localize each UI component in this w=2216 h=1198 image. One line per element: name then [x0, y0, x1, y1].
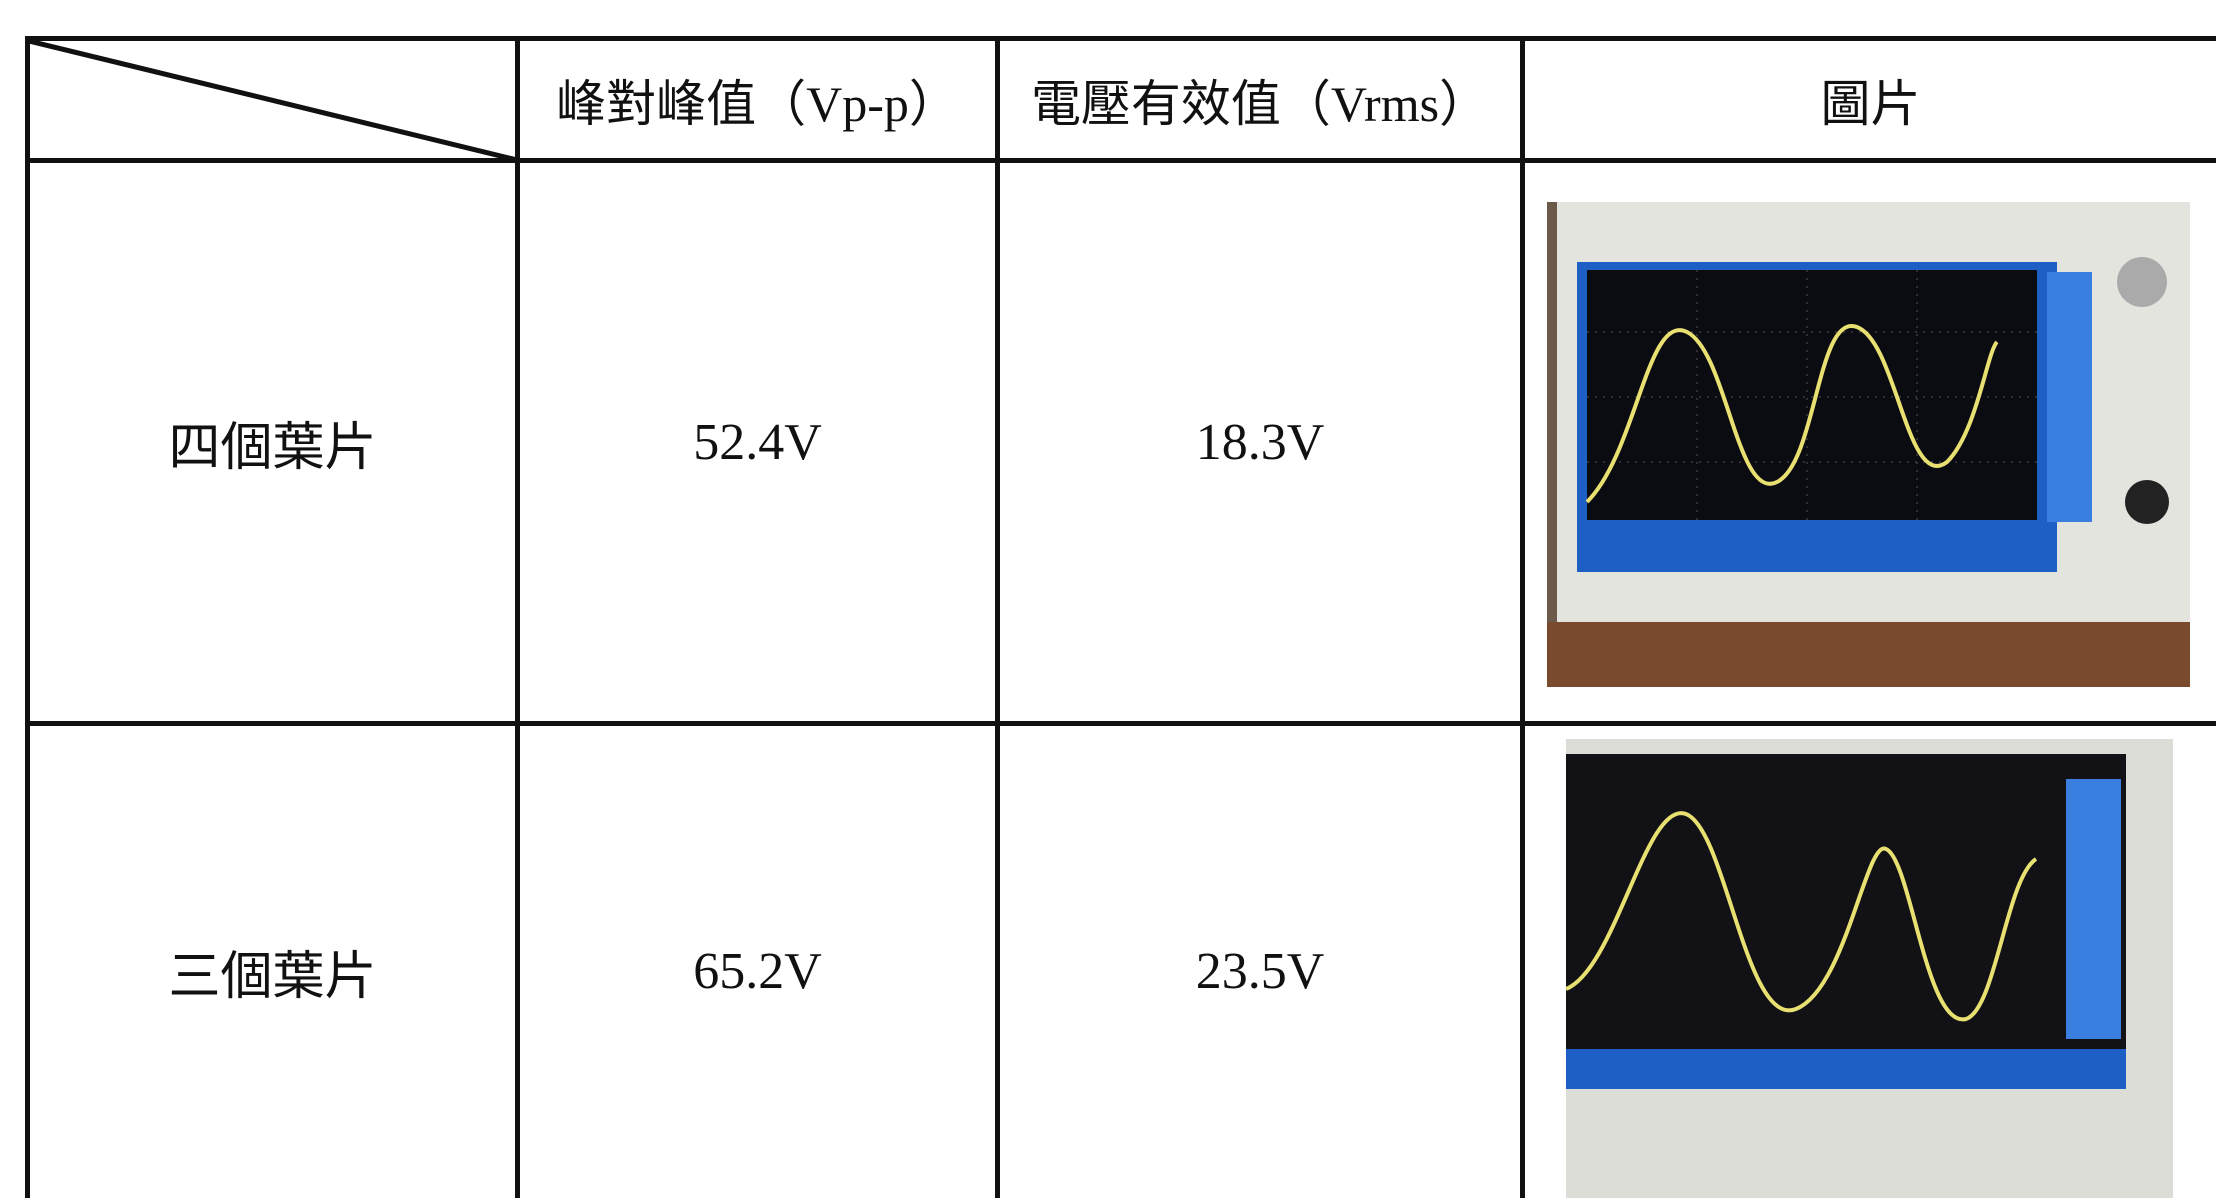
border	[25, 36, 30, 1198]
header-cell: 峰對峰值（Vp-p）	[556, 75, 959, 132]
oscilloscope-photo	[1547, 202, 2190, 687]
header-cell: 圖片	[1820, 75, 1921, 132]
diagonal	[25, 37, 517, 163]
border	[515, 36, 520, 1198]
cell-value: 65.2V	[693, 942, 822, 1000]
row-label: 四個葉片	[168, 419, 377, 477]
row-label: 三個葉片	[168, 948, 377, 1006]
header-cell: 電壓有效值（Vrms）	[1030, 75, 1490, 132]
border	[25, 158, 2216, 163]
cell-value: 23.5V	[1195, 942, 1325, 1000]
border	[995, 36, 1000, 1198]
border	[25, 721, 2216, 726]
cell-value: 18.3V	[1195, 413, 1325, 471]
border	[25, 36, 2216, 41]
cell-value: 52.4V	[693, 413, 822, 471]
oscilloscope-photo	[1566, 739, 2173, 1198]
border	[1520, 36, 1525, 1198]
